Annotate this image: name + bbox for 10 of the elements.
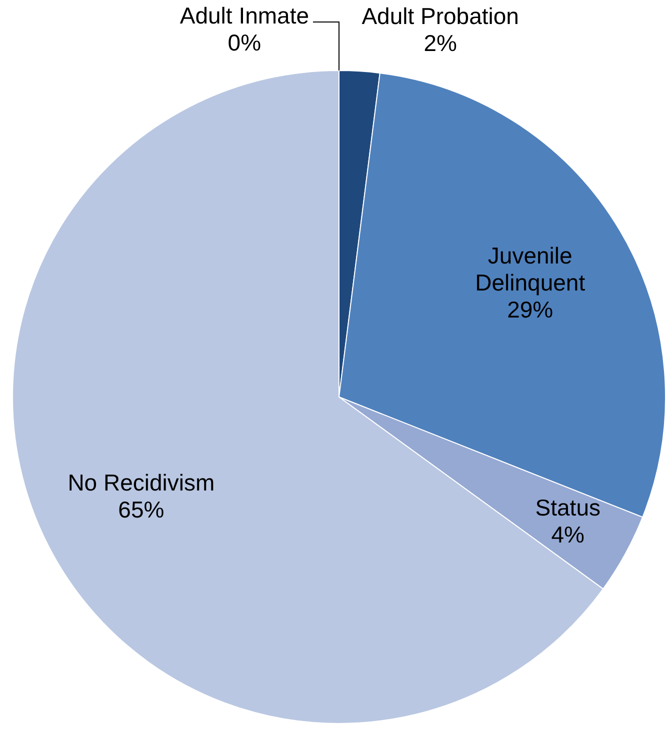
data-label: 4%	[551, 522, 585, 548]
slice-label: Adult Probation	[362, 3, 519, 30]
data-label: 29%	[507, 296, 554, 322]
slice-label: Status	[535, 494, 600, 521]
data-label: 65%	[118, 496, 164, 523]
slice-label: Juvenile Delinquent	[475, 242, 586, 296]
text: 0%	[228, 29, 262, 56]
category-label: Adult Inmate	[180, 2, 310, 28]
slice-label: No Recidivism	[68, 470, 215, 496]
data-label: 2%	[424, 30, 457, 56]
